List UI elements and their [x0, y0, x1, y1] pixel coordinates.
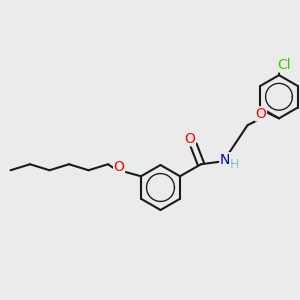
Text: O: O	[256, 107, 266, 121]
Text: O: O	[114, 160, 124, 174]
Text: Cl: Cl	[278, 58, 291, 72]
Text: H: H	[230, 158, 240, 171]
Text: N: N	[220, 153, 230, 167]
Text: O: O	[184, 132, 195, 146]
